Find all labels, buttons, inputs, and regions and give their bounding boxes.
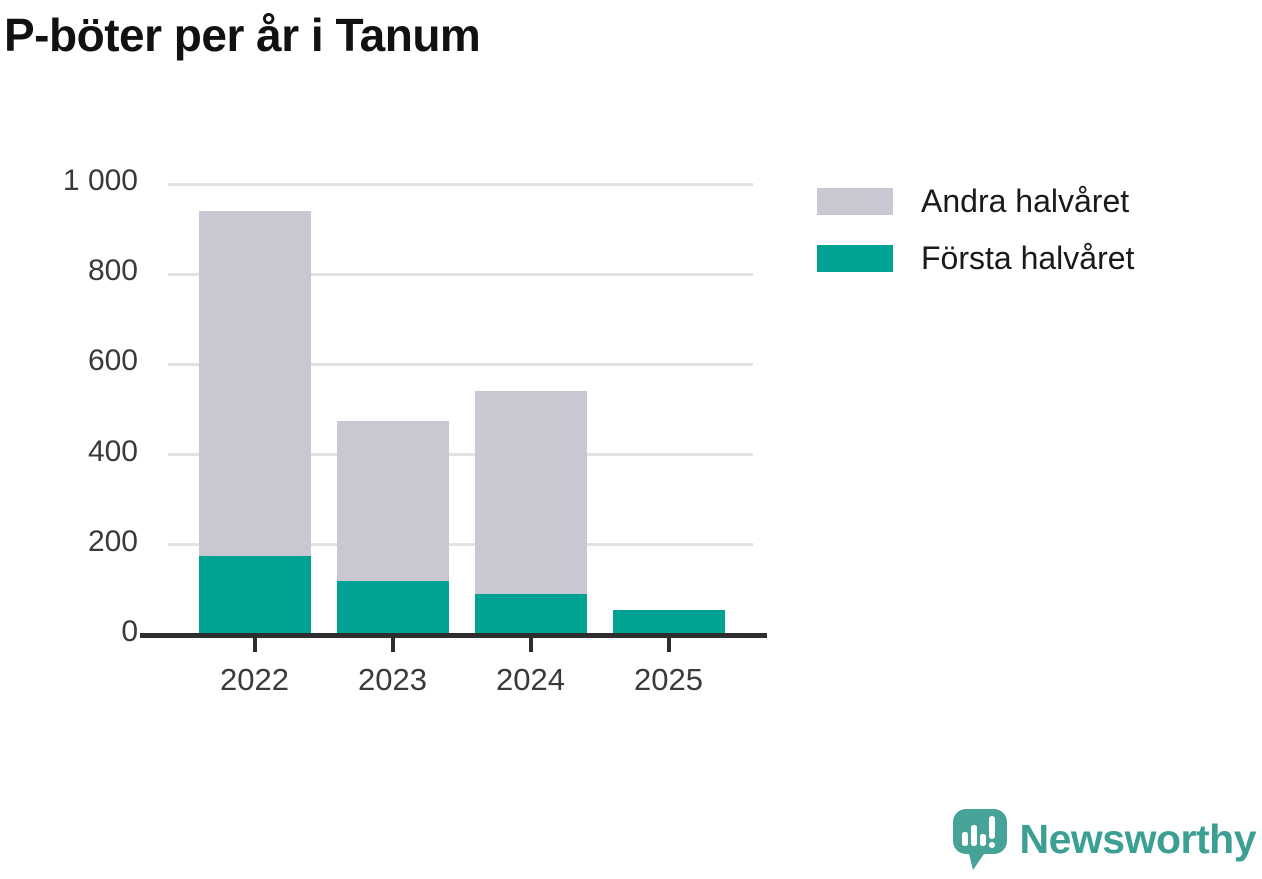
newsworthy-wordmark: Newsworthy: [1019, 816, 1257, 862]
legend-item-andra-halvaret: Andra halvåret: [817, 183, 1134, 219]
x-tick-label: 2024: [496, 662, 565, 697]
x-tick-2025: [666, 638, 671, 652]
bar-segment-2022-f-rsta-halv-ret: [198, 556, 311, 635]
x-tick-2023: [390, 638, 395, 652]
y-tick-label: 400: [87, 434, 138, 468]
bar-segment-2023-f-rsta-halv-ret: [336, 580, 449, 635]
legend-swatch-andra-halvaret: [817, 188, 893, 215]
legend-item-forsta-halvaret: Första halvåret: [817, 240, 1134, 276]
legend-label: Första halvåret: [921, 240, 1135, 276]
legend-label: Andra halvåret: [921, 183, 1130, 219]
x-tick-2022: [252, 638, 257, 652]
newsworthy-logo-icon: [952, 809, 1007, 870]
y-tick-label: 1 000: [62, 164, 138, 197]
newsworthy-logo: Newsworthy: [952, 808, 1257, 871]
x-tick-label: 2025: [634, 662, 703, 697]
x-axis-line: [140, 633, 767, 638]
y-tick-label: 0: [121, 615, 138, 648]
x-tick-label: 2022: [220, 662, 289, 697]
legend: Andra halvåret Första halvåret: [817, 183, 1134, 302]
bar-segment-2024-f-rsta-halv-ret: [474, 594, 587, 635]
bar-segment-2023-andra-halv-ret: [336, 420, 449, 581]
y-tick-label: 200: [87, 524, 138, 558]
x-tick-label: 2023: [358, 662, 427, 697]
x-tick-2024: [528, 638, 533, 652]
legend-swatch-forsta-halvaret: [817, 245, 893, 272]
bar-segment-2025-f-rsta-halv-ret: [612, 610, 725, 635]
y-tick-label: 600: [87, 344, 138, 378]
bar-segment-2022-andra-halv-ret: [198, 211, 311, 557]
y-tick-label: 800: [87, 254, 138, 288]
y-gridline-800: [168, 272, 753, 276]
y-gridline-1000: [168, 182, 753, 186]
bar-segment-2024-andra-halv-ret: [474, 391, 587, 595]
chart-title: P-böter per år i Tanum: [4, 9, 481, 61]
y-gridline-200: [168, 543, 753, 547]
y-gridline-400: [168, 453, 753, 457]
y-gridline-600: [168, 362, 753, 366]
